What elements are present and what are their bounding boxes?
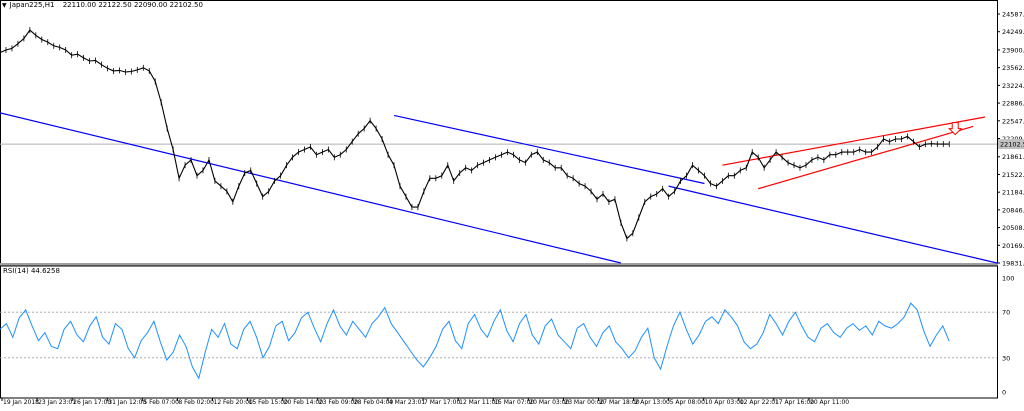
current-price-box — [998, 139, 1024, 150]
xtick-label: 12 Feb 20:00 — [214, 399, 254, 406]
rsi-ytick-label: 100 — [1002, 275, 1014, 283]
xtick-label: 23 Jan 23:01 — [38, 399, 76, 406]
xtick-label: 5 Apr 08:00 — [670, 399, 705, 406]
red-wedge-upper — [722, 116, 986, 166]
xtick-label: 8 Feb 02:00 — [178, 399, 214, 406]
dropdown-triangle-icon[interactable]: ▼ — [2, 2, 7, 9]
price-ytick-label: 21861.15 — [1002, 153, 1024, 161]
price-ytick-label: 19831.65 — [1002, 260, 1024, 268]
xtick-label: 12 Mar 11:00 — [459, 399, 499, 406]
price-ytick-label: 23224.40 — [1002, 82, 1024, 90]
price-ytick-label: 21184.65 — [1002, 189, 1024, 197]
rsi-ytick-label: 70 — [1002, 309, 1010, 317]
blue-channel-upper — [393, 114, 705, 185]
price-ytick-label: 23562.65 — [1002, 64, 1024, 72]
price-ytick-label: 24249.40 — [1002, 28, 1024, 36]
price-ytick-label: 20169.90 — [1002, 242, 1024, 250]
blue-channel-lower — [668, 185, 998, 264]
price-panel-frame — [0, 0, 998, 264]
symbol-label: Japan225,H1 — [9, 1, 55, 9]
xtick-label: 17 Apr 16:00 — [775, 399, 814, 406]
xtick-label: 5 Feb 07:00 — [143, 399, 179, 406]
panel-separator — [0, 263, 998, 266]
price-ytick-label: 21522.90 — [1002, 171, 1024, 179]
blue-trendline — [0, 112, 622, 264]
xtick-label: 20 Apr 11:00 — [810, 399, 849, 406]
xtick-label: 4 Mar 23:01 — [389, 399, 425, 406]
rsi-ytick-label: 30 — [1002, 354, 1010, 362]
xtick-label: 2 Apr 13:00 — [635, 399, 670, 406]
xtick-label: 15 Feb 15:00 — [249, 399, 289, 406]
xtick-label: 7 Mar 17:00 — [424, 399, 460, 406]
price-ytick-label: 24587.65 — [1002, 11, 1024, 19]
price-ytick-label: 22886.15 — [1002, 100, 1024, 108]
rsi-header: RSI(14) 44.6258 — [3, 267, 60, 275]
xtick-label: 19 Jan 2018 — [3, 399, 39, 406]
price-ytick-label: 20508.15 — [1002, 224, 1024, 232]
price-ytick-label: 23900.90 — [1002, 46, 1024, 54]
price-ytick-label: 22209.65 — [1002, 135, 1024, 143]
rsi-panel-frame — [0, 265, 998, 399]
price-ytick-label: 22547.90 — [1002, 117, 1024, 125]
ohlc-values: 22110.00 22122.50 22090.00 22102.50 — [62, 1, 203, 9]
price-ytick-label: 20846.40 — [1002, 206, 1024, 214]
red-wedge-lower — [758, 125, 974, 190]
xtick-label: 20 Feb 14:00 — [284, 399, 324, 406]
rsi-ytick-label: 0 — [1002, 389, 1006, 397]
xtick-label: 23 Feb 09:00 — [319, 399, 359, 406]
xtick-label: 20 Mar 03:00 — [529, 399, 569, 406]
price-series-line — [0, 29, 950, 240]
xtick-label: 12 Apr 22:01 — [740, 399, 779, 406]
rsi-series-line — [0, 302, 950, 380]
xtick-label: 15 Mar 07:00 — [494, 399, 534, 406]
xtick-label: 23 Mar 00:00 — [564, 399, 604, 406]
chart-header: ▼ Japan225,H1 22110.00 22122.50 22090.00 … — [2, 1, 203, 9]
sell-arrow — [948, 122, 963, 136]
xtick-label: 27 Mar 18:00 — [599, 399, 639, 406]
xtick-label: 28 Feb 04:00 — [354, 399, 394, 406]
xtick-label: 10 Apr 03:00 — [705, 399, 744, 406]
current-price-label: 22102.50 — [1000, 141, 1024, 149]
xtick-label: 26 Jan 17:00 — [73, 399, 111, 406]
xtick-label: 31 Jan 12:00 — [108, 399, 146, 406]
